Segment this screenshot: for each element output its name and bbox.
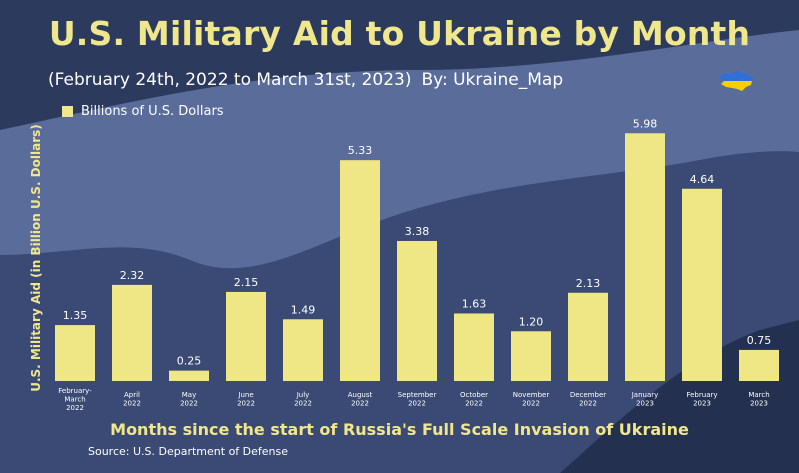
bar-value-label: 0.75: [747, 334, 772, 347]
bar-10: [625, 133, 665, 381]
byline: By: Ukraine_Map: [421, 70, 564, 90]
bar-value-label: 4.64: [690, 173, 715, 186]
bar-value-label: 2.15: [234, 276, 259, 289]
x-tick-label: July 2022: [294, 391, 312, 408]
bar-value-label: 2.13: [576, 277, 601, 290]
chart-title: U.S. Military Aid to Ukraine by Month: [48, 14, 751, 53]
bar-7: [454, 313, 494, 381]
bar-5: [340, 160, 380, 381]
bar-9: [568, 292, 608, 381]
bar-8: [511, 331, 551, 381]
bar-1: [112, 284, 152, 381]
bar-value-label: 1.35: [63, 309, 88, 322]
x-tick-label: December 2022: [570, 391, 606, 408]
x-tick-label: February-March 2022: [58, 387, 92, 412]
x-axis-label: Months since the start of Russia's Full …: [110, 420, 689, 439]
x-tick-label: April 2022: [123, 391, 141, 408]
bar-value-label: 2.32: [120, 269, 145, 282]
x-tick-label: September 2022: [398, 391, 437, 408]
ukraine-map-flag-icon: [719, 71, 754, 91]
chart-subtitle: (February 24th, 2022 to March 31st, 2023…: [48, 70, 563, 90]
bar-value-label: 1.63: [462, 297, 487, 310]
legend-swatch: [62, 106, 73, 117]
x-tick-label: June 2022: [237, 391, 255, 408]
bar-value-label: 1.20: [519, 315, 544, 328]
bar-4: [283, 319, 323, 381]
x-tick-label: August 2022: [348, 391, 373, 408]
x-tick-label: March 2023: [748, 391, 769, 408]
legend-label: Billions of U.S. Dollars: [81, 104, 224, 119]
bar-2: [169, 370, 209, 381]
bar-value-label: 0.25: [177, 355, 202, 368]
source-note: Source: U.S. Department of Defense: [88, 445, 289, 458]
bar-12: [739, 349, 779, 381]
x-tick-label: November 2022: [513, 391, 550, 408]
bar-0: [55, 325, 95, 381]
legend: Billions of U.S. Dollars: [62, 104, 224, 119]
bar-6: [397, 240, 437, 381]
subtitle-date-range: (February 24th, 2022 to March 31st, 2023…: [48, 70, 412, 90]
x-tick-label: January 2023: [631, 391, 659, 408]
bar-value-label: 1.49: [291, 303, 316, 316]
x-tick-label: February 2023: [686, 391, 717, 408]
bar-3: [226, 291, 266, 381]
bar-value-label: 5.98: [633, 117, 658, 130]
x-tick-label: May 2022: [180, 391, 198, 408]
bar-value-label: 3.38: [405, 225, 430, 238]
x-tick-label: October 2022: [460, 391, 488, 408]
bar-11: [682, 188, 722, 381]
bar-value-label: 5.33: [348, 144, 373, 157]
